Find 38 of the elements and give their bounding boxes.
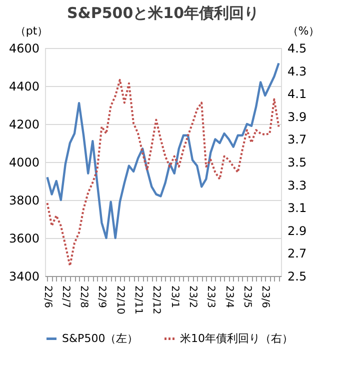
x-tick-label: 22/9 <box>96 286 108 308</box>
legend-label: S&P500（左） <box>62 332 138 345</box>
y2-tick-label: 2.7 <box>288 246 307 261</box>
y2-tick-label: 4.5 <box>288 42 307 56</box>
x-tick-label: 22/8 <box>78 286 90 308</box>
y-tick-label: 3400 <box>8 270 40 284</box>
y-tick-label: 4200 <box>8 118 40 132</box>
y-tick-label: 3600 <box>8 232 40 246</box>
y2-tick-label: 3.9 <box>288 110 307 124</box>
y2-tick-label: 2.5 <box>288 270 307 284</box>
x-tick-label: 23/5 <box>241 286 252 308</box>
x-tick-label: 22/6 <box>42 286 53 308</box>
x-tick-label: 23/3 <box>205 286 216 308</box>
y2-tick-label: 3.5 <box>288 156 307 170</box>
x-tick-label: 22/10 <box>114 286 126 314</box>
x-tick-label: 23/2 <box>187 286 198 308</box>
x-tick-label: 23/6 <box>260 286 271 308</box>
x-tick-label: 22/7 <box>60 286 71 308</box>
y2-tick-label: 4.3 <box>288 64 307 78</box>
x-tick-label: 22/12 <box>150 286 162 314</box>
y-axis-title: （pt） <box>14 24 48 38</box>
y-tick-label: 4600 <box>8 42 40 56</box>
y2-tick-label: 2.9 <box>288 224 307 238</box>
y2-axis-title: （%） <box>287 24 320 38</box>
line-series <box>46 78 280 267</box>
legend-label: 米10年債利回り（右） <box>180 332 293 345</box>
y2-tick-label: 3.3 <box>288 178 307 192</box>
y-tick-label: 3800 <box>8 194 40 208</box>
y2-tick-label: 3.7 <box>288 132 307 147</box>
y2-tick-label: 3.1 <box>288 201 307 216</box>
y2-tick-label: 4.1 <box>288 87 307 102</box>
y-tick-label: 4000 <box>8 156 40 170</box>
chart-title: S&P500と米10年債利回り <box>66 4 260 22</box>
x-tick-label: 22/11 <box>132 286 144 314</box>
line-series <box>46 62 280 240</box>
x-tick-label: 23/1 <box>168 286 180 308</box>
x-tick-label: 23/4 <box>223 286 234 308</box>
y-tick-label: 4400 <box>8 80 40 94</box>
